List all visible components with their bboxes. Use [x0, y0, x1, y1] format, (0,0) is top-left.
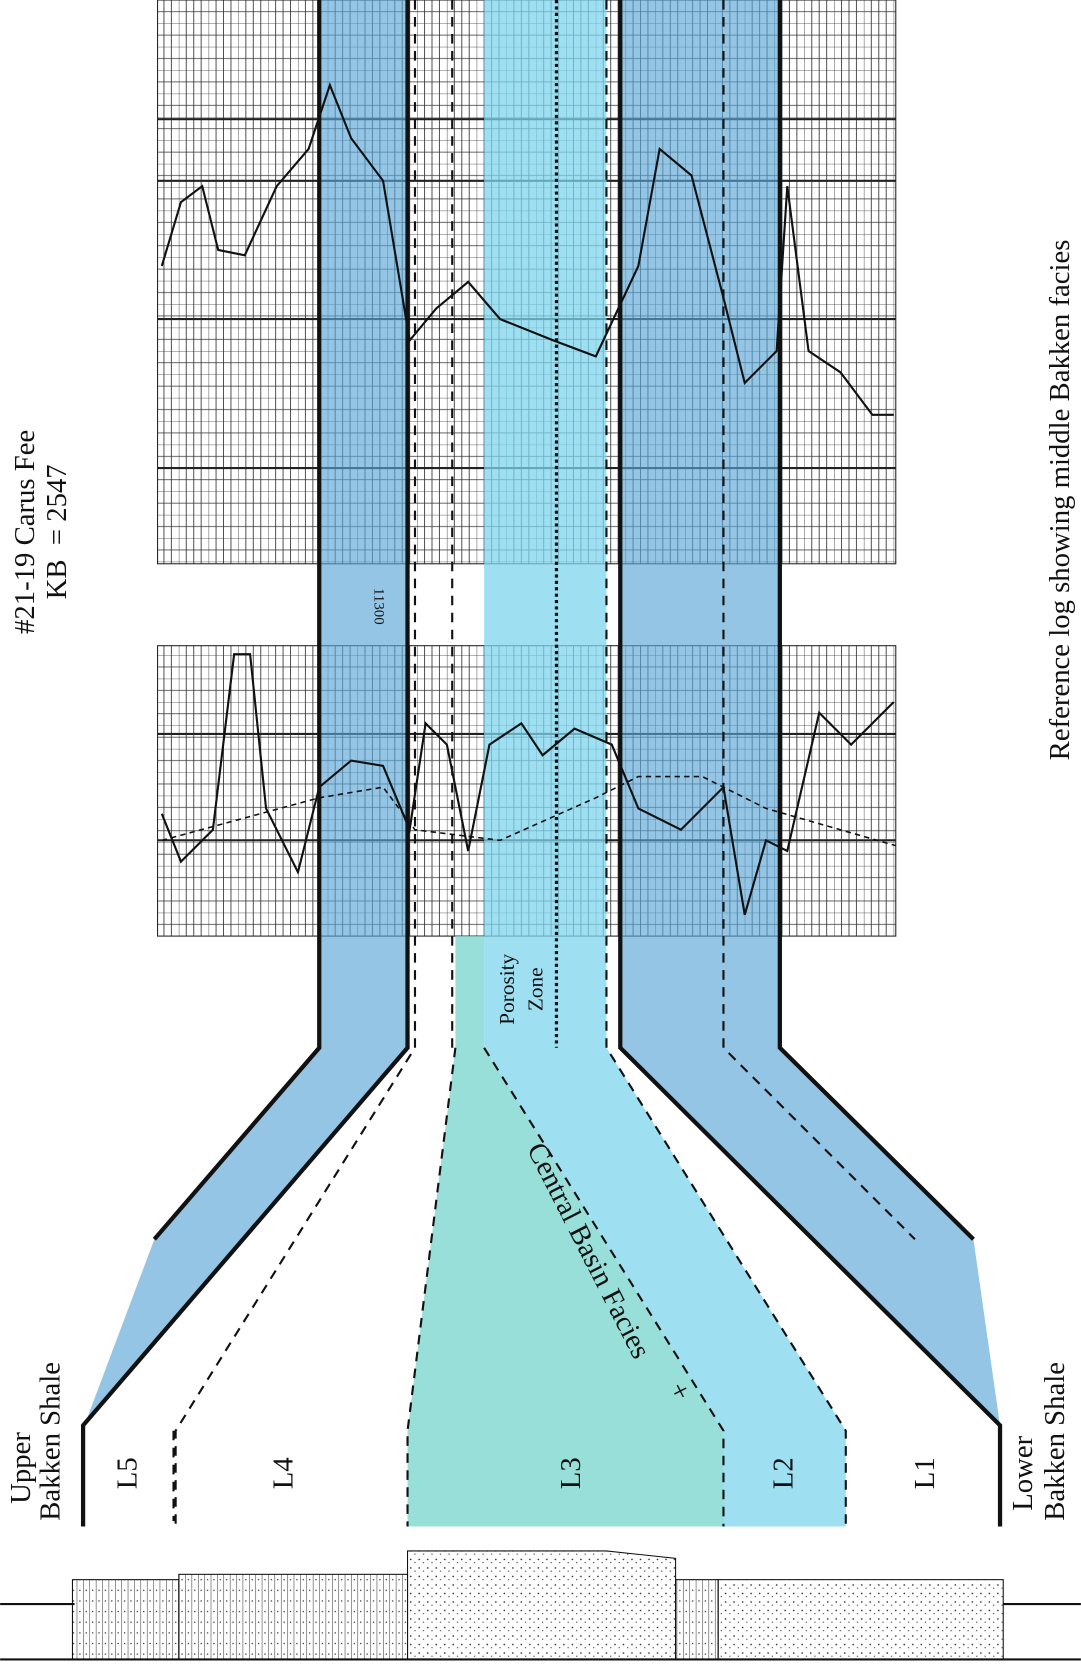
porosity-label: Porosity: [495, 953, 519, 1024]
log-curve-lower: [160, 653, 895, 916]
unit-label: L2: [768, 1457, 800, 1489]
kb: KB = 2547: [41, 464, 73, 599]
log-curve-upper: [160, 82, 894, 416]
lith-l5: [71, 1579, 180, 1660]
porosity-label: Zone: [524, 967, 548, 1011]
upper-shale: Bakken Shale: [35, 1362, 67, 1521]
band-l3: [407, 936, 724, 1527]
well-name: #21-19 Carus Fee: [9, 430, 41, 634]
band-l5: [85, 0, 408, 1424]
unit-label: L4: [268, 1457, 300, 1489]
band-l1: [620, 0, 1001, 1426]
lower-shale: Lower: [1007, 1435, 1039, 1510]
caption: Reference log showing middle Bakken faci…: [1044, 240, 1076, 761]
dashed-boundary: [172, 0, 916, 1527]
thick-boundary: [80, 0, 1003, 1527]
depth-marker: 11300: [371, 588, 387, 625]
lower-shale: Bakken Shale: [1039, 1362, 1071, 1521]
band-l2: [484, 0, 846, 1527]
header: #21-19 Carus Fee KB = 2547: [9, 430, 73, 634]
lith-l1: [717, 1579, 1004, 1660]
upper-shale: Upper: [5, 1432, 37, 1504]
unit-label: L3: [555, 1457, 587, 1489]
lith-l3: [407, 1550, 677, 1660]
lith-l2: [675, 1579, 719, 1660]
unit-label: L1: [909, 1457, 941, 1489]
unit-label: L5: [111, 1457, 143, 1489]
log-curve-dashed: [161, 775, 897, 847]
lith-l4: [178, 1573, 409, 1660]
